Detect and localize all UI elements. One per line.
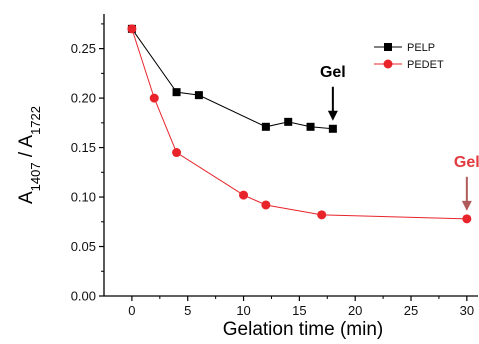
x-tick-label: 5 <box>184 303 191 318</box>
x-tick-label: 15 <box>292 303 306 318</box>
gel-label: Gel <box>320 64 346 81</box>
y-tick-label: 0.15 <box>71 140 96 155</box>
gel-label: Gel <box>454 154 479 171</box>
x-tick-label: 25 <box>404 303 418 318</box>
y-tick-label: 0.25 <box>71 41 96 56</box>
y-tick-label: 0.10 <box>71 190 96 205</box>
y-axis-title-base: A <box>16 191 37 204</box>
y-tick-label: 0.00 <box>71 289 96 304</box>
series-markers <box>127 24 472 224</box>
y-tick-label: 0.05 <box>71 239 96 254</box>
point-pelp <box>194 91 203 100</box>
y-axis-title-base-2: A <box>16 135 37 148</box>
legend-marker-pelp <box>384 43 392 51</box>
x-axis-title: Gelation time (min) <box>223 319 384 340</box>
annotations: Gel Gel <box>320 64 479 211</box>
legend: PELP PEDET <box>374 42 444 71</box>
x-ticks: 0 5 10 15 20 25 30 <box>128 296 474 318</box>
x-tick-label: 10 <box>236 303 250 318</box>
gel-arrow-head <box>461 200 472 211</box>
legend-label-pelp: PELP <box>407 42 435 54</box>
point-pedet <box>462 214 472 224</box>
point-pedet <box>127 24 137 34</box>
y-axis-title-sub2: 1722 <box>28 106 43 135</box>
point-pedet <box>261 200 271 210</box>
axes <box>103 14 478 297</box>
y-axis-title-sep: / <box>16 148 37 163</box>
y-tick-label: 0.20 <box>71 91 96 106</box>
point-pelp <box>284 117 293 126</box>
point-pelp <box>172 88 181 97</box>
y-axis-title-sub1: 1407 <box>28 162 43 191</box>
y-ticks: 0.00 0.05 0.10 0.15 0.20 0.25 <box>71 23 104 304</box>
legend-marker-pedet <box>383 59 393 69</box>
point-pedet <box>239 190 249 200</box>
gel-arrow-head <box>327 110 338 121</box>
y-axis-title: A1407 / A1722 <box>16 106 43 204</box>
series-line-pelp <box>131 28 333 130</box>
point-pelp <box>328 124 337 133</box>
legend-label-pedet: PEDET <box>407 59 444 71</box>
series-lines <box>131 28 467 220</box>
x-tick-label: 20 <box>348 303 362 318</box>
x-tick-label: 30 <box>460 303 474 318</box>
point-pedet <box>172 148 182 158</box>
point-pelp <box>261 122 270 131</box>
point-pedet <box>149 93 159 103</box>
point-pelp <box>306 122 315 131</box>
x-tick-label: 0 <box>128 303 135 318</box>
point-pedet <box>317 210 327 220</box>
